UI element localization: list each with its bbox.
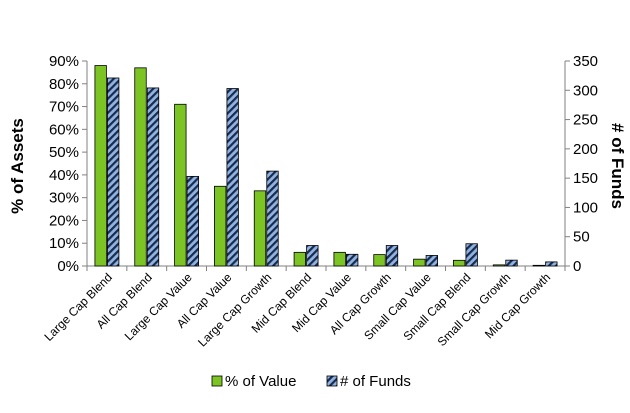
bar-num-funds — [545, 261, 558, 267]
bar-pct-value — [134, 67, 147, 267]
bar-pct-value — [253, 190, 267, 267]
y-tick-label: 40% — [49, 167, 79, 184]
bar-num-funds — [505, 259, 518, 267]
y-tick-label: 20% — [49, 212, 79, 229]
y2-tick-label: 250 — [573, 112, 598, 129]
bar-num-funds — [266, 170, 279, 267]
x-tick-label: Large Cap Growth — [195, 270, 274, 349]
y2-axis-title: # of Funds — [608, 123, 627, 209]
y-tick-label: 10% — [49, 235, 79, 252]
y-tick-label: 50% — [49, 144, 79, 161]
x-tick-label: Small Cap Blend — [400, 270, 473, 343]
bar-pct-value — [532, 264, 545, 267]
bar-pct-value — [94, 65, 107, 267]
y-tick-label: 60% — [49, 121, 79, 138]
y2-tick-label: 100 — [573, 199, 598, 216]
x-tick-label: Small Cap Growth — [435, 270, 514, 349]
y-tick-label: 90% — [49, 53, 79, 70]
y2-tick-label: 350 — [573, 53, 598, 70]
y2-tick-label: 150 — [573, 170, 598, 187]
bar-pct-value — [413, 258, 426, 267]
bar-num-funds — [306, 245, 319, 267]
bar-num-funds — [186, 175, 199, 267]
bar-num-funds — [107, 77, 120, 267]
bar-pct-value — [214, 185, 227, 267]
y2-tick-label: 0 — [573, 258, 581, 275]
y2-tick-label: 50 — [573, 229, 590, 246]
bar-num-funds — [146, 87, 160, 267]
x-tick-label: Large Cap Value — [122, 270, 195, 343]
y2-tick-label: 300 — [573, 82, 598, 99]
bar-pct-value — [453, 259, 466, 267]
bar-pct-value — [333, 251, 346, 267]
legend-label-num-funds: # of Funds — [340, 373, 411, 390]
bar-num-funds — [385, 245, 399, 267]
y-tick-label: 80% — [49, 76, 79, 93]
y-axis-title: % of Assets — [8, 118, 27, 214]
x-tick-label: Large Cap Blend — [41, 270, 115, 344]
bar-num-funds — [226, 88, 239, 267]
bar-num-funds — [465, 243, 478, 267]
bar-num-funds — [346, 253, 359, 267]
legend: % of Value # of Funds — [211, 373, 411, 390]
legend-swatch-num-funds — [326, 375, 338, 387]
bar-pct-value — [373, 254, 386, 267]
bar-pct-value — [492, 264, 506, 267]
y-tick-label: 70% — [49, 99, 79, 116]
y-tick-label: 30% — [49, 190, 79, 207]
y2-tick-label: 200 — [573, 141, 598, 158]
bar-pct-value — [293, 251, 306, 267]
legend-label-pct-value: % of Value — [225, 373, 296, 390]
bar-pct-value — [174, 103, 187, 267]
legend-swatch-pct-value — [211, 375, 223, 387]
bar-num-funds — [425, 255, 438, 267]
y-tick-label: 0% — [57, 258, 79, 275]
